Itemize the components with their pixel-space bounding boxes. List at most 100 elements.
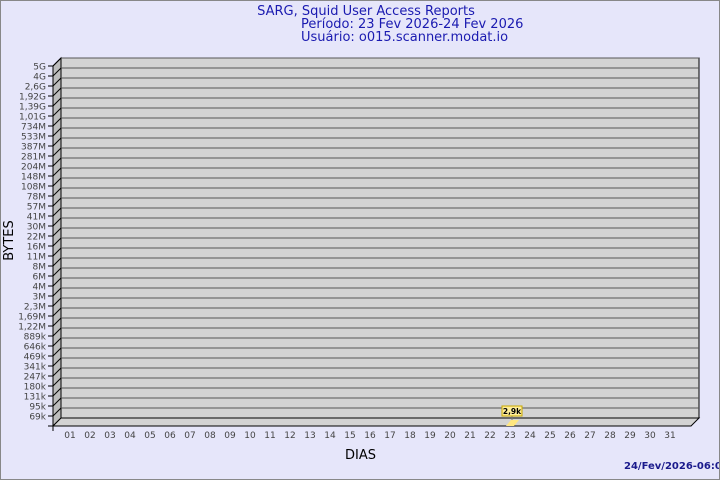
- x-tick-label: 01: [64, 431, 75, 441]
- x-tick-label: 11: [264, 431, 275, 441]
- x-tick-label: 28: [604, 431, 616, 441]
- x-tick-label: 25: [544, 431, 555, 441]
- y-tick-label: 2,3M: [24, 303, 46, 313]
- y-tick-diagonal: [52, 387, 62, 397]
- y-tick-label: 5G: [33, 63, 46, 73]
- x-tick-label: 21: [464, 431, 475, 441]
- y-tick-diagonal: [52, 187, 62, 197]
- y-tick-label: 1,69M: [18, 313, 46, 323]
- x-tick-label: 04: [124, 431, 136, 441]
- y-tick-diagonal: [52, 257, 62, 267]
- x-tick-label: 29: [624, 431, 636, 441]
- y-tick-label: 180k: [24, 383, 47, 393]
- y-tick-label: 734M: [21, 123, 46, 133]
- x-tick-label: 26: [564, 431, 576, 441]
- y-tick-diagonal: [52, 157, 62, 167]
- y-tick-diagonal: [52, 57, 62, 67]
- y-tick-diagonal: [52, 287, 62, 297]
- x-tick-label: 02: [84, 431, 95, 441]
- y-tick-diagonal: [52, 397, 62, 407]
- y-tick-label: 1,39G: [19, 103, 46, 113]
- x-tick-label: 03: [104, 431, 115, 441]
- y-tick-label: 3M: [33, 293, 47, 303]
- y-tick-diagonal: [52, 357, 62, 367]
- y-tick-label: 533M: [21, 133, 46, 143]
- y-tick-diagonal: [52, 377, 62, 387]
- floor: [51, 417, 701, 427]
- x-tick-label: 19: [424, 431, 436, 441]
- y-tick-label: 6M: [33, 273, 47, 283]
- y-tick-label: 1,22M: [18, 323, 46, 333]
- y-tick-diagonal: [52, 297, 62, 307]
- x-tick-label: 13: [304, 431, 315, 441]
- footer-timestamp: 24/Fev/2026-06:00: [624, 461, 720, 472]
- y-tick-label: 889k: [24, 333, 47, 343]
- x-tick-label: 27: [584, 431, 595, 441]
- y-tick-label: 22M: [27, 233, 46, 243]
- y-tick-label: 2,6G: [25, 83, 46, 93]
- x-tick-label: 10: [244, 431, 256, 441]
- y-tick-diagonal: [52, 197, 62, 207]
- y-tick-label: 469k: [24, 353, 47, 363]
- y-tick-label: 247k: [24, 373, 47, 383]
- y-tick-label: 1,01G: [19, 113, 46, 123]
- y-tick-diagonal: [52, 367, 62, 377]
- x-tick-label: 22: [484, 431, 495, 441]
- y-tick-diagonal: [52, 277, 62, 287]
- y-tick-diagonal: [52, 327, 62, 337]
- y-tick-label: 30M: [27, 223, 46, 233]
- y-tick-diagonal: [52, 347, 62, 357]
- y-tick-label: 57M: [27, 203, 46, 213]
- x-tick-label: 15: [344, 431, 355, 441]
- y-tick-diagonal: [52, 87, 62, 97]
- x-axis-label: DIAS: [345, 448, 376, 463]
- y-tick-diagonal: [52, 267, 62, 277]
- y-tick-diagonal: [52, 407, 62, 417]
- x-tick-label: 07: [184, 431, 195, 441]
- y-tick-label: 16M: [27, 243, 46, 253]
- x-tick-label: 12: [284, 431, 295, 441]
- x-tick-label: 05: [144, 431, 155, 441]
- chart-subtitle-user: Usuário: o015.scanner.modat.io: [301, 30, 509, 45]
- x-tick-label: 24: [524, 431, 536, 441]
- y-tick-diagonal: [52, 77, 62, 87]
- x-tick-label: 31: [664, 431, 675, 441]
- y-tick-diagonal: [52, 67, 62, 77]
- y-tick-diagonal: [52, 207, 62, 217]
- y-tick-diagonal: [52, 97, 62, 107]
- x-tick-label: 14: [324, 431, 336, 441]
- x-tick-label: 09: [224, 431, 236, 441]
- y-tick-diagonal: [52, 227, 62, 237]
- y-tick-label: 11M: [27, 253, 46, 263]
- y-tick-label: 204M: [21, 163, 46, 173]
- y-tick-label: 148M: [21, 173, 46, 183]
- x-tick-label: 08: [204, 431, 216, 441]
- y-tick-label: 95k: [29, 403, 46, 413]
- x-tick-label: 20: [444, 431, 456, 441]
- data-label: 2,9k: [503, 407, 522, 416]
- y-tick-diagonal: [52, 247, 62, 257]
- data-label-box: [501, 405, 523, 417]
- x-tick-label: 30: [644, 431, 656, 441]
- y-tick-diagonal: [52, 127, 62, 137]
- bar: [506, 420, 519, 426]
- y-tick-diagonal: [52, 177, 62, 187]
- chart-title: SARG, Squid User Access Reports: [257, 4, 475, 19]
- y-tick-diagonal: [52, 107, 62, 117]
- y-tick-label: 4G: [33, 73, 46, 83]
- y-tick-label: 69k: [29, 413, 46, 423]
- y-tick-label: 8M: [33, 263, 47, 273]
- y-tick-diagonal: [52, 167, 62, 177]
- x-tick-label: 06: [164, 431, 176, 441]
- y-tick-label: 281M: [21, 153, 46, 163]
- y-tick-diagonal: [52, 217, 62, 227]
- y-tick-label: 41M: [27, 213, 46, 223]
- chart-subtitle-period: Período: 23 Fev 2026-24 Fev 2026: [301, 17, 524, 32]
- y-tick-diagonal: [52, 137, 62, 147]
- y-tick-label: 108M: [21, 183, 46, 193]
- y-tick-diagonal: [52, 307, 62, 317]
- y-tick-label: 131k: [24, 393, 47, 403]
- x-tick-label: 16: [364, 431, 376, 441]
